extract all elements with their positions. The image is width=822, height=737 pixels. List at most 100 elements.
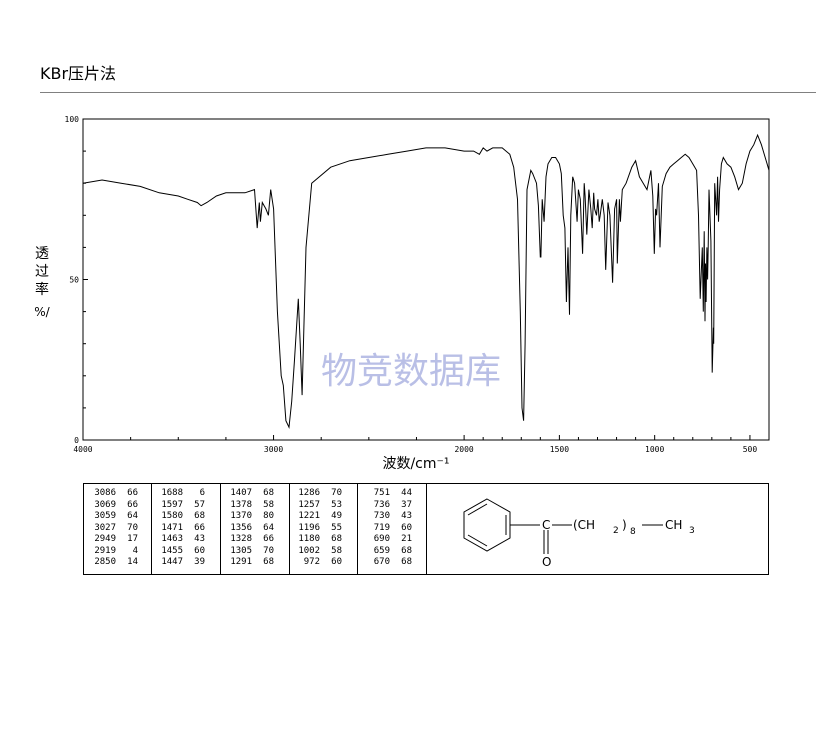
y-axis-label-char: 透 [35,246,49,262]
peak-wavenumber: 1378 [230,499,252,510]
peak-table: 3086 66 3069 66 3059 64 3027 70 2949 17 2919 4 2850 1… [83,483,769,575]
x-tick-label: 1500 [550,445,569,454]
peak-wavenumber: 2949 [94,534,116,544]
peak-transmittance: 60 [401,522,412,533]
peak-wavenumber: 736 [373,499,390,510]
x-tick-label: 1000 [645,445,664,454]
y-tick-label: 100 [65,115,80,124]
carbonyl-carbon-label: C [542,518,550,532]
peak-row: 1305 70 [224,546,274,558]
peak-wavenumber: 1356 [230,522,252,533]
x-axis-label: 波数/cm⁻¹ [382,456,449,472]
peak-column: 3086 66 3069 66 3059 64 3027 70 2949 17 2919 4 2850 1… [88,488,138,569]
x-axis-ticks: 4000 3000 2000 1500 1000 500 [73,435,770,454]
column-divider [289,484,290,574]
column-divider [426,484,427,574]
peak-transmittance: 70 [331,488,342,498]
peak-transmittance: 4 [132,545,138,556]
peak-transmittance: 66 [263,534,274,544]
ring-double-bond [467,503,488,516]
peak-transmittance: 43 [194,534,205,544]
terminal-methyl-subscript: 3 [689,526,695,536]
peak-row: 1291 68 [224,557,274,569]
peak-transmittance: 58 [331,545,342,556]
method-label: KBr压片法 [40,64,117,83]
peak-transmittance: 60 [331,557,342,567]
peak-wavenumber: 1447 [161,557,183,567]
peak-row: 1580 68 [155,511,205,523]
chain-open-label: (CH [573,518,595,532]
peak-row: 736 37 [362,500,412,512]
peak-column: 1286 70 1257 53 1221 49 1196 55 1180 68 1002 58 972 6… [292,488,342,569]
peak-transmittance: 64 [127,511,138,521]
peak-row: 3027 70 [88,523,138,535]
y-axis-label-char: 率 [35,281,49,298]
peak-row: 1221 49 [292,511,342,523]
peak-wavenumber: 1597 [161,499,183,510]
peak-wavenumber: 3069 [94,499,116,510]
peak-transmittance: 44 [401,488,412,498]
peak-wavenumber: 3059 [94,511,116,521]
peak-wavenumber: 972 [303,557,320,567]
peak-wavenumber: 730 [373,511,390,521]
peak-wavenumber: 1257 [298,499,320,510]
peak-wavenumber: 1286 [298,488,320,498]
peak-row: 972 60 [292,557,342,569]
y-tick-label: 50 [69,276,79,285]
watermark-text: 物竞数据库 [321,351,501,392]
peak-wavenumber: 1328 [230,534,252,544]
peak-row: 1447 39 [155,557,205,569]
spectrum-series-line [82,133,770,430]
chemical-structure: C O (CH 2 ) 8 CH 3 [463,498,695,569]
peak-row: 730 43 [362,511,412,523]
peak-row: 690 21 [362,534,412,546]
peak-transmittance: 68 [263,557,274,567]
x-tick-label: 4000 [73,445,92,454]
benzene-ring [463,498,511,552]
peak-wavenumber: 1455 [161,545,183,556]
peak-wavenumber: 1407 [230,488,252,498]
peak-row: 1002 58 [292,546,342,558]
peak-transmittance: 17 [127,534,138,544]
header-divider [40,92,816,93]
peak-wavenumber: 2850 [94,557,116,567]
peak-row: 1257 53 [292,500,342,512]
peak-transmittance: 55 [331,522,342,533]
peak-column: 1407 68 1378 58 1370 80 1356 64 1328 66 1305 70 1291… [224,488,274,569]
x-tick-label: 500 [743,445,758,454]
peak-column: 751 44 736 37 730 43 719 60 690 21 659 68 670 68 [362,488,412,569]
peak-wavenumber: 670 [373,557,390,567]
peak-transmittance: 14 [127,557,138,567]
peak-wavenumber: 1180 [298,534,320,544]
y-axis-label-char: %/ [34,305,50,319]
x-tick-label: 2000 [454,445,473,454]
peak-transmittance: 6 [199,488,205,498]
peak-transmittance: 66 [127,488,138,498]
peak-wavenumber: 1196 [298,522,320,533]
peak-wavenumber: 1688 [161,488,183,498]
peak-row: 1688 6 [155,488,205,500]
peak-wavenumber: 1002 [298,545,320,556]
peak-wavenumber: 1291 [230,557,252,567]
y-tick-label: 0 [74,436,79,445]
peak-transmittance: 58 [263,499,274,510]
peak-transmittance: 66 [127,499,138,510]
y-axis-ticks: 0 50 100 [65,115,88,445]
chain-h-subscript: 2 [613,526,619,536]
peak-transmittance: 66 [194,522,205,533]
carbonyl-oxygen-label: O [542,555,551,569]
peak-row: 1463 43 [155,534,205,546]
chain-close-label: ) [622,518,627,532]
peak-row: 1286 70 [292,488,342,500]
peak-wavenumber: 1221 [298,511,320,521]
peak-transmittance: 21 [401,534,412,544]
y-axis-label: 透 过 率 %/ [34,246,50,319]
peak-wavenumber: 1370 [230,511,252,521]
peak-transmittance: 64 [263,522,274,533]
peak-row: 2919 4 [88,546,138,558]
peak-row: 1597 57 [155,500,205,512]
peak-wavenumber: 659 [373,545,390,556]
peak-wavenumber: 3027 [94,522,116,533]
peak-row: 1378 58 [224,500,274,512]
peak-wavenumber: 719 [373,522,390,533]
